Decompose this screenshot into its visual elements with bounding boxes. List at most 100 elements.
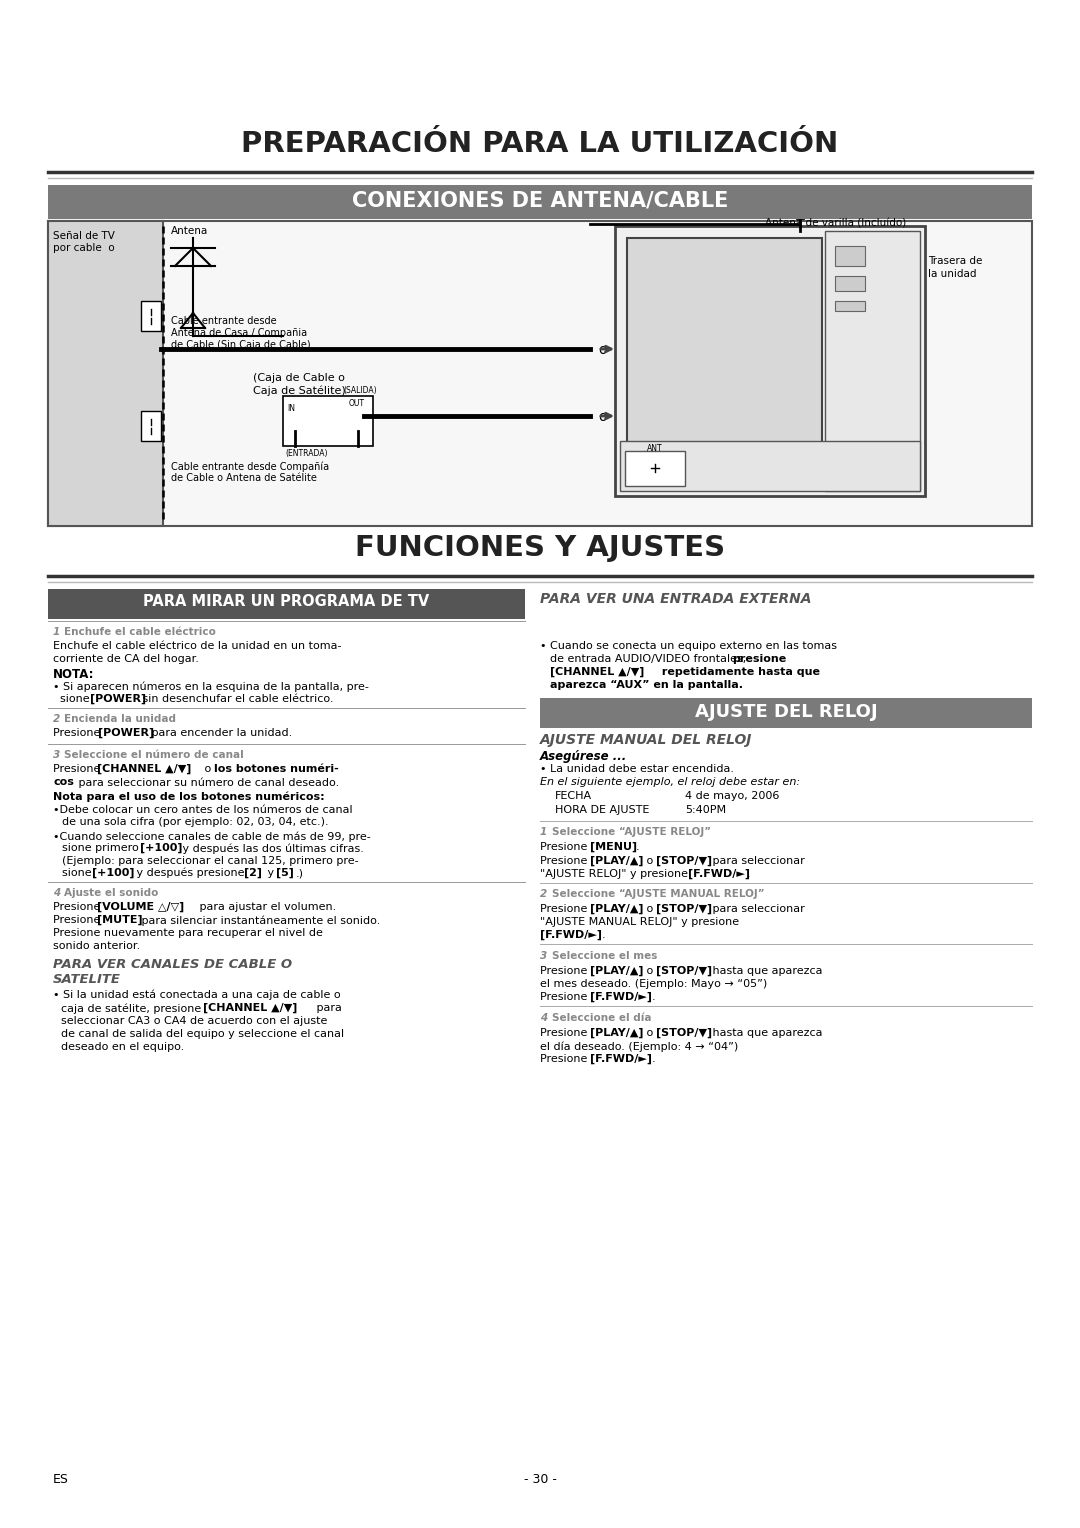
Text: 3: 3: [540, 950, 548, 961]
Text: sin desenchufar el cable eléctrico.: sin desenchufar el cable eléctrico.: [139, 694, 334, 704]
Text: 2: 2: [540, 889, 548, 898]
Text: Presione: Presione: [540, 856, 591, 866]
Text: - 30 -: - 30 -: [524, 1473, 556, 1487]
Text: AJUSTE MANUAL DEL RELOJ: AJUSTE MANUAL DEL RELOJ: [540, 733, 753, 747]
Text: hasta que aparezca: hasta que aparezca: [708, 966, 823, 976]
Bar: [620, 442, 920, 490]
Text: [5]: [5]: [276, 868, 294, 879]
Text: Ajuste el sonido: Ajuste el sonido: [64, 888, 159, 898]
Text: [F.FWD/►]: [F.FWD/►]: [540, 931, 602, 940]
Text: OUT: OUT: [349, 399, 365, 408]
Text: los botones numéri-: los botones numéri-: [214, 764, 339, 775]
Bar: [48, 588, 525, 619]
Text: (SALIDA): (SALIDA): [343, 387, 377, 396]
Circle shape: [648, 461, 662, 475]
Text: y después las dos últimas cifras.: y después las dos últimas cifras.: [179, 843, 364, 854]
Text: IN: IN: [287, 403, 295, 413]
Text: [MENU]: [MENU]: [590, 842, 637, 853]
Text: Presione: Presione: [540, 842, 591, 853]
Text: para seleccionar su número de canal deseado.: para seleccionar su número de canal dese…: [75, 778, 339, 787]
Text: SATELITE: SATELITE: [53, 973, 121, 986]
Text: PARA VER UNA ENTRADA EXTERNA: PARA VER UNA ENTRADA EXTERNA: [540, 591, 811, 607]
Text: Cable entrante desde: Cable entrante desde: [171, 316, 276, 325]
Bar: [835, 277, 865, 290]
Text: sione: sione: [62, 868, 95, 879]
Text: deseado en el equipo.: deseado en el equipo.: [60, 1042, 185, 1051]
Text: [F.FWD/►]: [F.FWD/►]: [590, 1054, 652, 1065]
Text: [F.FWD/►]: [F.FWD/►]: [590, 992, 652, 1002]
Text: ANT: ANT: [647, 445, 663, 452]
Bar: [625, 451, 685, 486]
Text: para seleccionar: para seleccionar: [708, 905, 805, 914]
Text: sione: sione: [53, 694, 93, 704]
Text: Cable entrante desde Compañía: Cable entrante desde Compañía: [171, 461, 329, 472]
Text: FECHA: FECHA: [555, 792, 592, 801]
Text: .: .: [652, 1054, 656, 1063]
Text: HORA DE AJUSTE: HORA DE AJUSTE: [555, 805, 649, 814]
Text: 5:40PM: 5:40PM: [685, 805, 726, 814]
Text: (ENTRADA): (ENTRADA): [285, 449, 327, 458]
Text: [STOP/▼]: [STOP/▼]: [656, 1028, 712, 1038]
Text: [+100]: [+100]: [140, 843, 183, 853]
Bar: [48, 222, 1032, 526]
Text: Caja de Satélite): Caja de Satélite): [253, 387, 346, 396]
Text: Seleccione “AJUSTE RELOJ”: Seleccione “AJUSTE RELOJ”: [552, 827, 711, 837]
Bar: [283, 396, 373, 446]
Text: •Debe colocar un cero antes de los números de canal: •Debe colocar un cero antes de los númer…: [53, 805, 353, 814]
Text: de canal de salida del equipo y seleccione el canal: de canal de salida del equipo y seleccio…: [60, 1028, 345, 1039]
Text: Presione: Presione: [540, 1054, 591, 1063]
Bar: [627, 238, 822, 483]
Text: • Si la unidad está conectada a una caja de cable o: • Si la unidad está conectada a una caja…: [53, 990, 340, 1001]
Text: el mes deseado. (Ejemplo: Mayo → “05”): el mes deseado. (Ejemplo: Mayo → “05”): [540, 979, 767, 989]
Text: 4: 4: [540, 1013, 548, 1024]
Text: .: .: [652, 992, 656, 1002]
Text: Presione: Presione: [540, 992, 591, 1002]
Text: Presione nuevamente para recuperar el nivel de: Presione nuevamente para recuperar el ni…: [53, 927, 323, 938]
Text: o: o: [643, 856, 657, 866]
Text: 1: 1: [53, 626, 60, 637]
Text: o: o: [643, 905, 657, 914]
Text: • Si aparecen números en la esquina de la pantalla, pre-: • Si aparecen números en la esquina de l…: [53, 681, 369, 692]
Text: para ajustar el volumen.: para ajustar el volumen.: [195, 902, 336, 912]
Text: Antena de Casa / Compañia: Antena de Casa / Compañia: [171, 329, 307, 338]
Text: hasta que aparezca: hasta que aparezca: [708, 1028, 823, 1038]
Text: NOTA:: NOTA:: [53, 668, 95, 681]
Text: .: .: [602, 931, 606, 940]
Text: sione primero: sione primero: [62, 843, 143, 853]
Text: [PLAY/▲]: [PLAY/▲]: [590, 905, 644, 914]
Text: [PLAY/▲]: [PLAY/▲]: [590, 1028, 644, 1038]
Text: [CHANNEL ▲/▼]: [CHANNEL ▲/▼]: [97, 764, 191, 775]
Text: Trasera de: Trasera de: [928, 257, 983, 266]
Text: Nota para el uso de los botones numéricos:: Nota para el uso de los botones numérico…: [53, 792, 325, 802]
Text: Seleccione el número de canal: Seleccione el número de canal: [64, 750, 244, 759]
Text: [F.FWD/►]: [F.FWD/►]: [688, 869, 750, 879]
Text: corriente de CA del hogar.: corriente de CA del hogar.: [53, 654, 199, 665]
Text: En el siguiente ejemplo, el reloj debe estar en:: En el siguiente ejemplo, el reloj debe e…: [540, 778, 800, 787]
Text: PARA VER CANALES DE CABLE O: PARA VER CANALES DE CABLE O: [53, 958, 292, 970]
Text: el día deseado. (Ejemplo: 4 → “04”): el día deseado. (Ejemplo: 4 → “04”): [540, 1041, 739, 1051]
Text: FUNCIONES Y AJUSTES: FUNCIONES Y AJUSTES: [355, 533, 725, 562]
Text: [STOP/▼]: [STOP/▼]: [656, 966, 712, 976]
Text: Señal de TV: Señal de TV: [53, 231, 114, 241]
Text: o: o: [598, 410, 607, 423]
Text: aparezca “AUX” en la pantalla.: aparezca “AUX” en la pantalla.: [550, 680, 743, 691]
Bar: [615, 226, 924, 497]
Text: .: .: [747, 869, 751, 879]
Bar: [48, 185, 1032, 219]
Text: Presione: Presione: [540, 966, 591, 976]
Text: "AJUSTE RELOJ" y presione: "AJUSTE RELOJ" y presione: [540, 869, 691, 879]
Text: [CHANNEL ▲/▼]: [CHANNEL ▲/▼]: [550, 668, 645, 677]
Text: •Cuando seleccione canales de cable de más de 99, pre-: •Cuando seleccione canales de cable de m…: [53, 831, 370, 842]
Text: [VOLUME △/▽]: [VOLUME △/▽]: [97, 902, 185, 912]
Bar: [835, 246, 865, 266]
Text: Antena de varilla (Incluído): Antena de varilla (Incluído): [765, 219, 906, 229]
Circle shape: [842, 368, 858, 384]
Text: (Ejemplo: para seleccionar el canal 125, primero pre-: (Ejemplo: para seleccionar el canal 125,…: [62, 856, 359, 866]
Text: Antena: Antena: [171, 226, 208, 235]
Text: Presione: Presione: [53, 727, 104, 738]
Text: .: .: [636, 842, 639, 853]
Text: Enchufe el cable eléctrico: Enchufe el cable eléctrico: [64, 626, 216, 637]
Text: de una sola cifra (por ejemplo: 02, 03, 04, etc.).: de una sola cifra (por ejemplo: 02, 03, …: [62, 817, 328, 827]
Text: ES: ES: [53, 1473, 69, 1487]
Text: PARA MIRAR UN PROGRAMA DE TV: PARA MIRAR UN PROGRAMA DE TV: [143, 594, 429, 610]
